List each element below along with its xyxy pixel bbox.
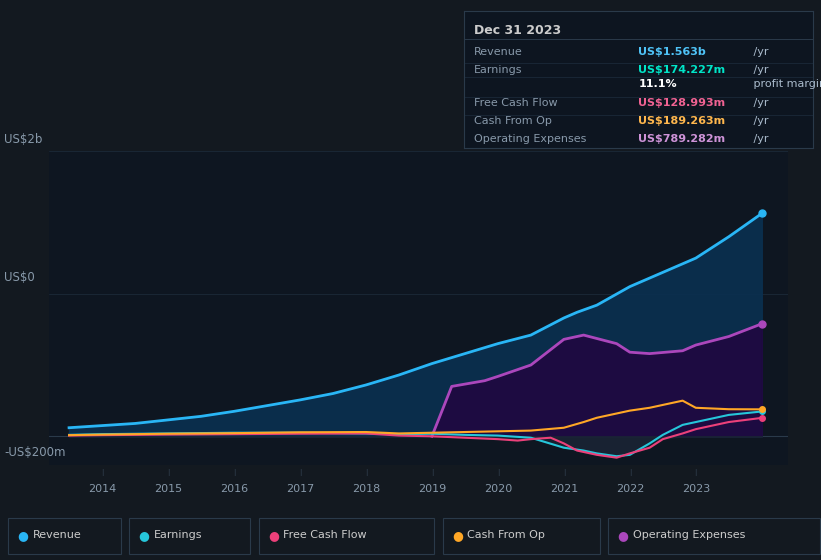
Text: Earnings: Earnings [154,530,202,540]
Text: |: | [233,469,235,476]
Text: ●: ● [138,529,149,542]
Text: US$789.282m: US$789.282m [639,134,726,144]
Text: US$189.263m: US$189.263m [639,116,726,126]
Text: profit margin: profit margin [750,79,821,89]
Text: |: | [365,469,367,476]
Text: 2014: 2014 [88,484,116,494]
Text: US$1.563b: US$1.563b [639,48,706,57]
Text: Revenue: Revenue [475,48,523,57]
Text: |: | [101,469,103,476]
Text: US$174.227m: US$174.227m [639,65,726,75]
Text: ●: ● [617,529,629,542]
Text: Dec 31 2023: Dec 31 2023 [475,24,562,36]
Text: 11.1%: 11.1% [639,79,677,89]
Text: -US$200m: -US$200m [4,446,66,459]
Text: US$2b: US$2b [4,133,43,146]
Text: ●: ● [17,529,29,542]
Text: /yr: /yr [750,98,768,108]
Text: Free Cash Flow: Free Cash Flow [475,98,558,108]
Text: US$0: US$0 [4,270,34,284]
Text: 2018: 2018 [352,484,380,494]
Text: |: | [562,469,565,476]
Text: 2016: 2016 [220,484,248,494]
Text: 2019: 2019 [418,484,446,494]
Text: 2021: 2021 [550,484,578,494]
Text: |: | [167,469,169,476]
Text: Revenue: Revenue [33,530,81,540]
Text: /yr: /yr [750,65,768,75]
Text: ●: ● [452,529,463,542]
Text: |: | [299,469,301,476]
Text: 2020: 2020 [484,484,512,494]
Text: US$128.993m: US$128.993m [639,98,726,108]
Text: |: | [497,469,499,476]
Text: Operating Expenses: Operating Expenses [475,134,587,144]
Text: |: | [431,469,433,476]
Text: 2017: 2017 [286,484,314,494]
Text: ●: ● [268,529,279,542]
Text: /yr: /yr [750,134,768,144]
Text: /yr: /yr [750,48,768,57]
Text: /yr: /yr [750,116,768,126]
Text: 2022: 2022 [616,484,644,494]
Text: |: | [695,469,697,476]
Text: Cash From Op: Cash From Op [467,530,545,540]
Text: 2023: 2023 [681,484,710,494]
Text: Earnings: Earnings [475,65,523,75]
Text: Free Cash Flow: Free Cash Flow [283,530,367,540]
Text: 2015: 2015 [154,484,182,494]
Text: Operating Expenses: Operating Expenses [633,530,745,540]
Text: |: | [629,469,631,476]
Text: Cash From Op: Cash From Op [475,116,553,126]
